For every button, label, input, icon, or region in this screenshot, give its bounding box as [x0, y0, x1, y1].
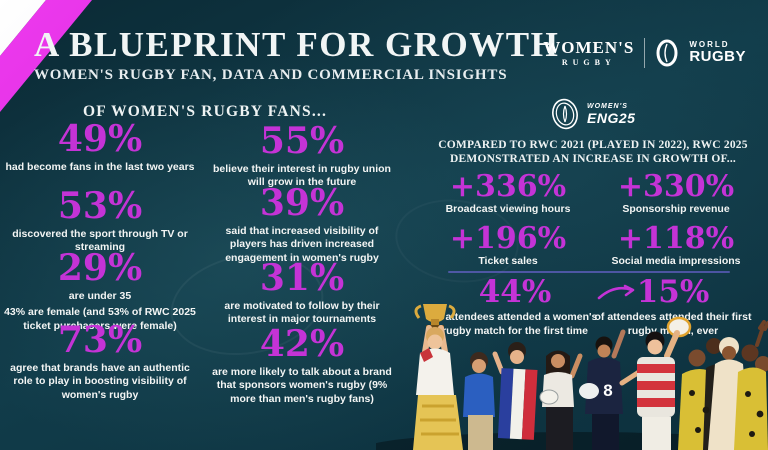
stat-caption: said that increased visibility of player…: [225, 224, 379, 264]
stat-value: +330%: [617, 169, 735, 204]
collage-player-navy-8: 8: [579, 329, 626, 450]
page-subtitle: WOMEN'S RUGBY FAN, DATA AND COMMERCIAL I…: [34, 67, 508, 83]
eng25-ball-icon: [552, 98, 578, 130]
stat-brands-authentic-role: 73% agree that brands have an authentic …: [2, 322, 198, 402]
stat-value: 29%: [57, 247, 143, 289]
stat-caption: are under 35: [68, 289, 132, 302]
stat-first-womens-match: 44% of attendees attended a women's rugb…: [425, 277, 605, 338]
stat-subcaption: 43% are female (and 53% of RWC 2025 tick…: [4, 306, 196, 332]
stat-value: +118%: [617, 221, 735, 256]
eng25-badge-line1: WOMEN'S: [587, 103, 628, 110]
collage-fan-french-flag: [492, 342, 538, 440]
world-rugby-logo: WORLD RUGBY: [689, 41, 746, 65]
stat-label: Broadcast viewing hours: [445, 203, 571, 215]
stat-caption: discovered the sport through TV or strea…: [12, 227, 188, 254]
stat-broadcast-hours: +336% Broadcast viewing hours: [424, 169, 592, 216]
stat-label: Sponsorship revenue: [622, 203, 730, 215]
growth-stats-grid: +336% Broadcast viewing hours +330% Spon…: [424, 169, 760, 268]
stat-value: 15%: [636, 274, 710, 310]
stat-caption: agree that brands have an authentic role…: [10, 361, 190, 401]
eng25-badge: WOMEN'S ENG25: [550, 97, 635, 131]
stat-discovered-tv-streaming: 53% discovered the sport through TV or s…: [2, 188, 198, 255]
eng25-badge-line2: ENG25: [587, 110, 636, 126]
stat-label: Social media impressions: [611, 255, 741, 267]
stat-caption: had become fans in the last two years: [5, 160, 195, 173]
stat-value: 55%: [259, 120, 345, 162]
rwc-intro-text: COMPARED TO RWC 2021 (PLAYED IN 2022), R…: [438, 139, 748, 165]
collage-player-red-hoops: [619, 316, 692, 450]
womens-rugby-logo-line2: RUGBY: [561, 58, 616, 67]
collage-group-yellow: [678, 320, 768, 450]
stat-sponsorship-revenue: +330% Sponsorship revenue: [592, 169, 760, 216]
stat-value: 42%: [259, 323, 345, 365]
stat-caption: are motivated to follow by their interes…: [224, 299, 380, 326]
world-rugby-logo-line1: WORLD: [689, 40, 730, 50]
section-divider: [448, 271, 730, 273]
stat-value: 53%: [57, 185, 143, 227]
stat-visibility-engagement: 39% said that increased visibility of pl…: [208, 185, 396, 265]
eng25-badge-text: WOMEN'S ENG25: [587, 103, 635, 125]
stat-ticket-sales: +196% Ticket sales: [424, 221, 592, 268]
photo-collage: 8: [376, 304, 768, 450]
stat-brand-sponsors: 42% are more likely to talk about a bran…: [208, 326, 396, 406]
logo-divider: [644, 38, 646, 68]
stat-value: +336%: [449, 169, 567, 204]
header: A BLUEPRINT FOR GROWTH WOMEN'S RUGBY FAN…: [34, 27, 559, 84]
collage-trophy-player: [413, 304, 463, 450]
stat-value: +196%: [449, 221, 567, 256]
stat-value: 39%: [259, 182, 345, 224]
stat-value: 31%: [259, 257, 345, 299]
stat-fans-last-two-years: 49% had become fans in the last two year…: [2, 121, 198, 174]
stat-interest-will-grow: 55% believe their interest in rugby unio…: [208, 123, 396, 190]
logo-group: WOMEN'S RUGBY WORLD RUGBY: [543, 38, 746, 68]
womens-rugby-logo: WOMEN'S RUGBY: [543, 39, 634, 67]
fans-section-heading: OF WOMEN'S RUGBY FANS...: [82, 103, 328, 120]
stat-value: 44%: [478, 274, 552, 310]
stat-caption: believe their interest in rugby union wi…: [213, 162, 391, 189]
collage-fan-blue: [463, 352, 495, 450]
stat-label: Ticket sales: [478, 255, 538, 267]
stat-under-35: 29% are under 35 43% are female (and 53%…: [2, 250, 198, 333]
stat-value: 73%: [57, 319, 143, 361]
rugby-ball-icon: [656, 39, 678, 67]
stat-social-impressions: +118% Social media impressions: [592, 221, 760, 268]
stat-caption: of attendees attended a women's rugby ma…: [432, 311, 598, 337]
svg-text:8: 8: [603, 381, 612, 400]
womens-rugby-logo-line1: WOMEN'S: [543, 38, 635, 57]
curved-arrow-icon: [597, 284, 635, 300]
world-rugby-logo-line2: RUGBY: [689, 48, 746, 66]
collage-fan-white-tee: [539, 350, 583, 450]
page-title: A BLUEPRINT FOR GROWTH: [34, 25, 560, 64]
stat-caption: are more likely to talk about a brand th…: [212, 365, 392, 405]
stat-major-tournaments: 31% are motivated to follow by their int…: [208, 260, 396, 327]
stat-value: 49%: [57, 118, 143, 160]
